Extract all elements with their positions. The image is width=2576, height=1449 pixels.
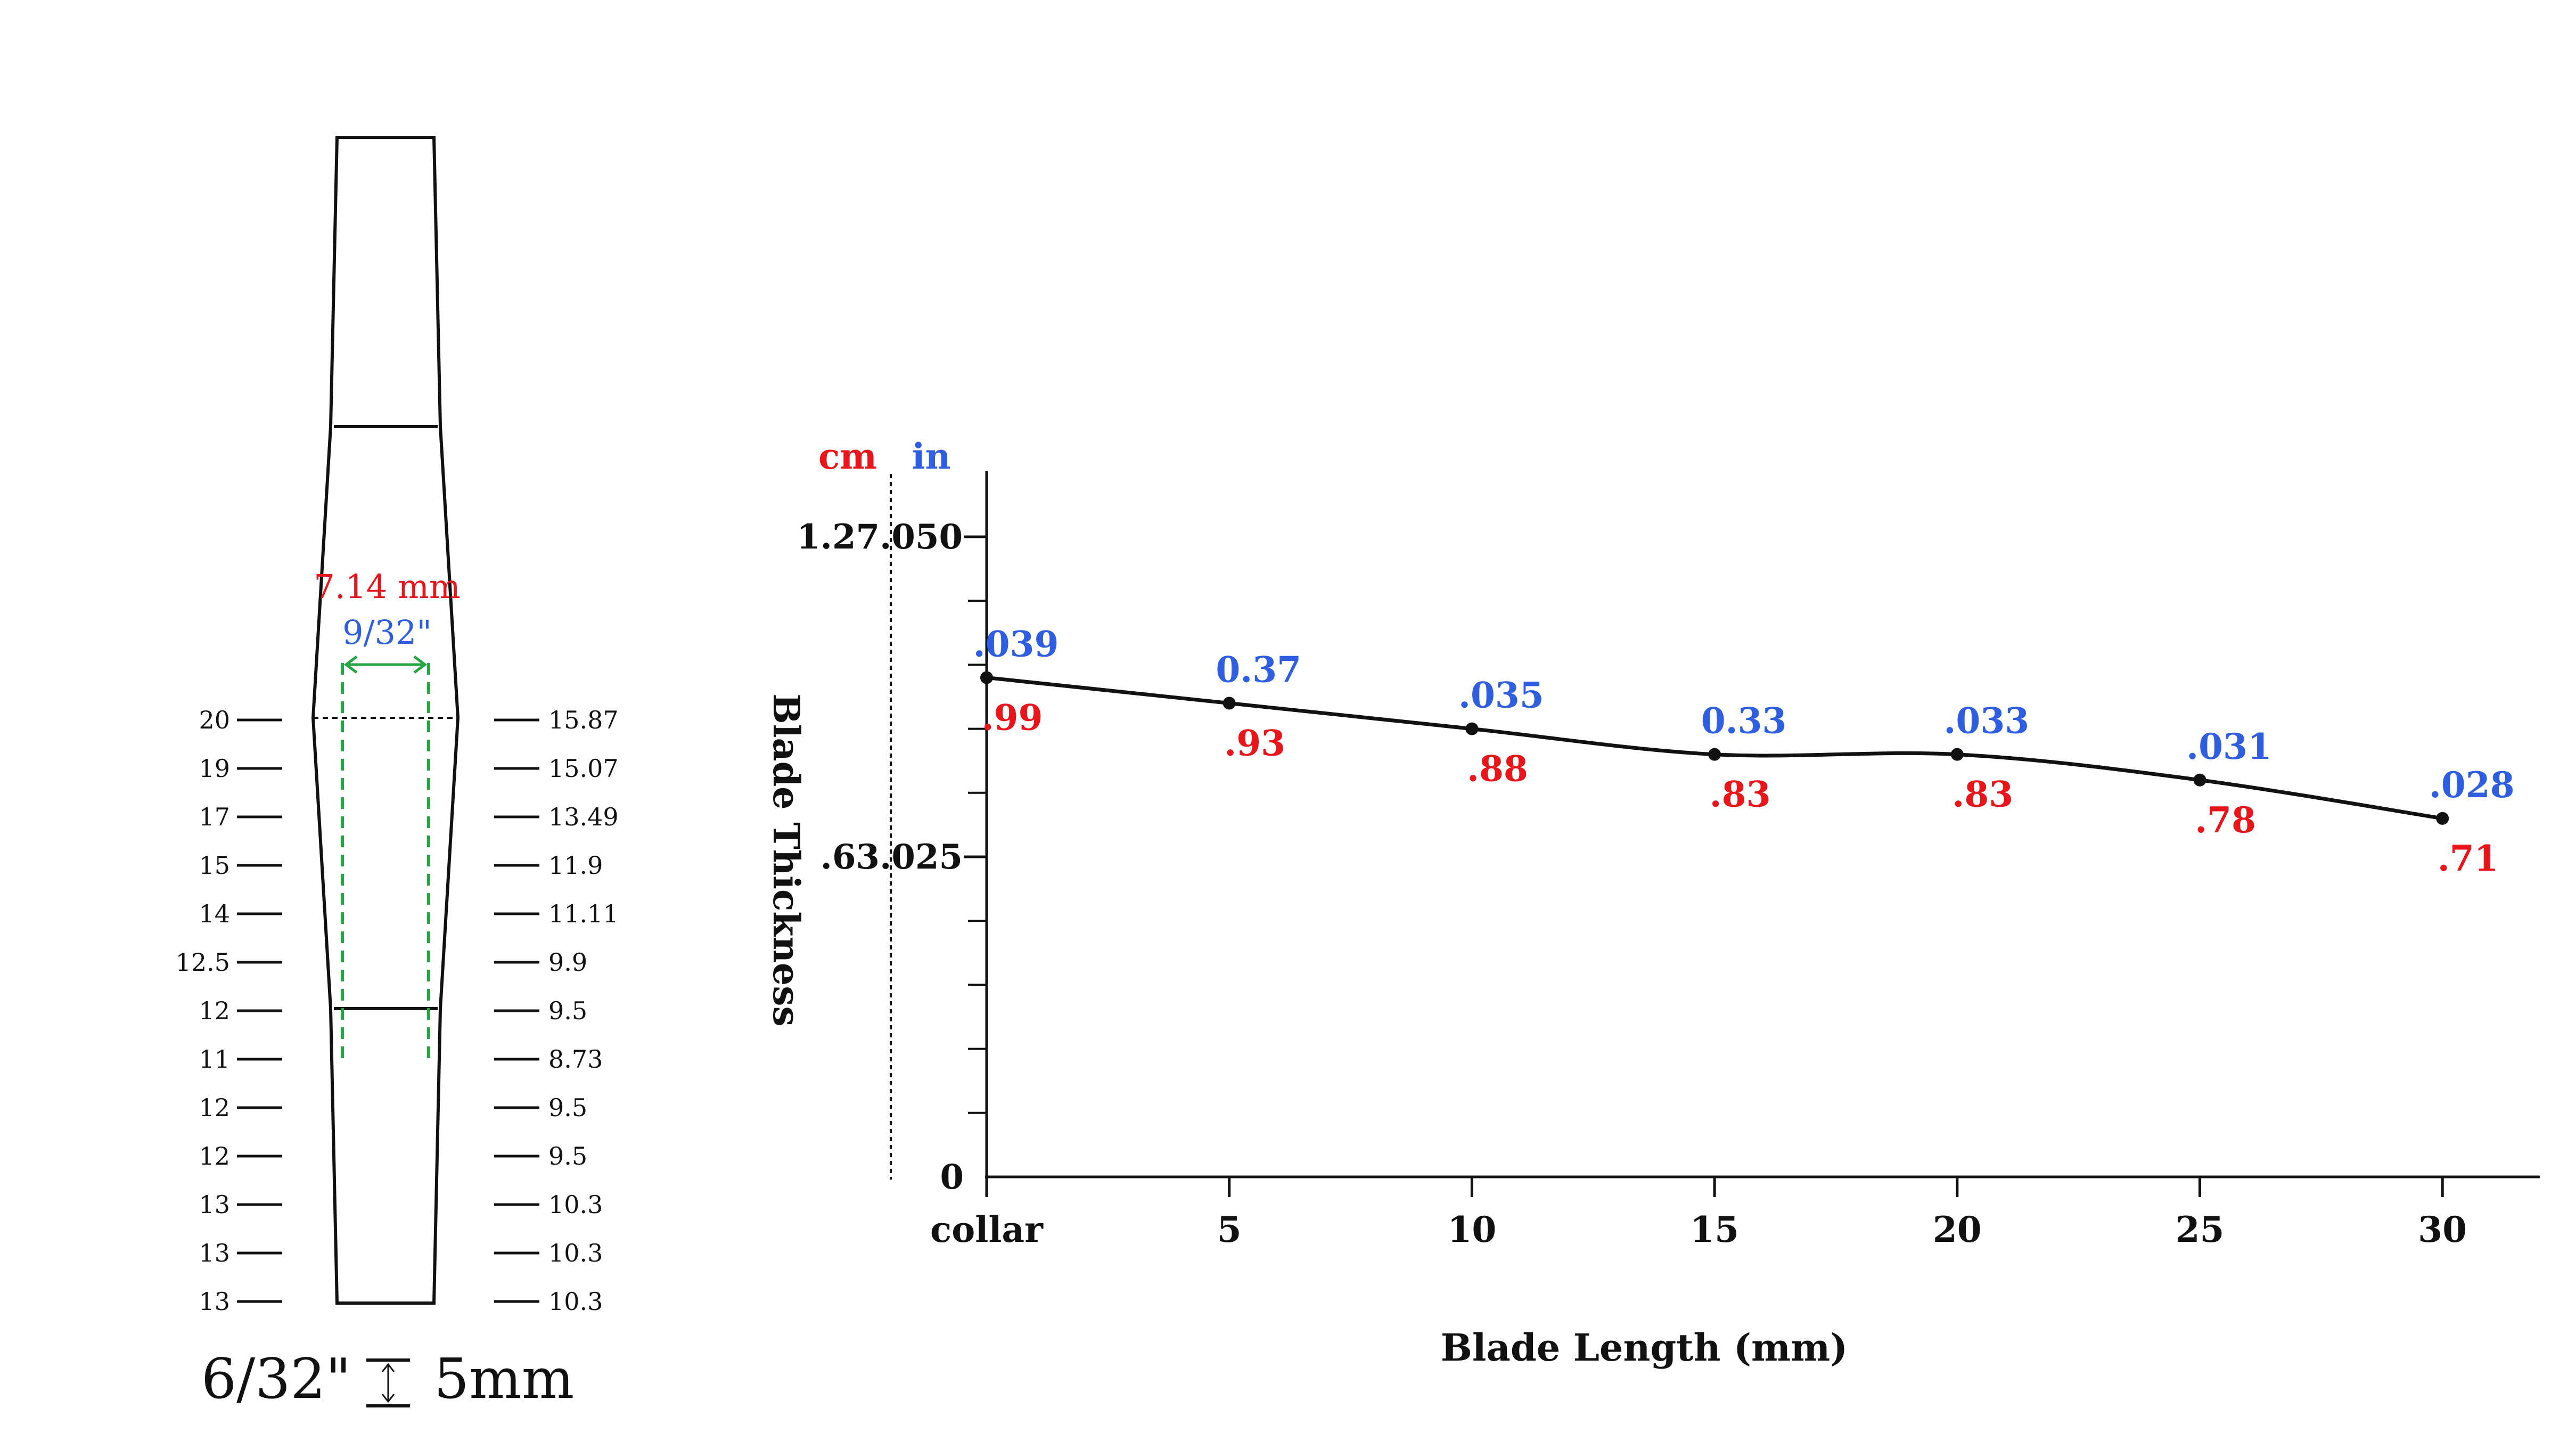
right-measure-label: 9.5 bbox=[548, 996, 587, 1025]
left-measure-label: 12 bbox=[199, 1142, 230, 1170]
y-tick-label-in: .025 bbox=[880, 837, 963, 877]
left-measure-label: 17 bbox=[199, 803, 230, 831]
data-labels-in: .039 0.37 .035 0.33 .033 .031 .028 bbox=[973, 623, 2515, 805]
x-tick-label: 5 bbox=[1217, 1209, 1242, 1250]
left-measure-label: 13 bbox=[199, 1239, 230, 1267]
x-tick-label: 25 bbox=[2176, 1209, 2225, 1250]
data-label-cm: .71 bbox=[2438, 838, 2499, 879]
data-label-cm: .78 bbox=[2195, 799, 2256, 841]
data-label-cm: .83 bbox=[1952, 774, 2013, 815]
data-label-in: .028 bbox=[2429, 764, 2515, 806]
blade-profile-diagram: 7.14 mm 9/32" 20 19 17 15 14 12.5 12 11 12 12 13 13… bbox=[176, 136, 619, 1411]
y-tick-labels-cm: 1.27 .63 bbox=[797, 517, 880, 877]
data-point bbox=[1708, 748, 1721, 761]
left-measurements: 20 19 17 15 14 12.5 12 11 12 12 13 13 13 bbox=[176, 706, 282, 1316]
data-point bbox=[1223, 697, 1236, 710]
data-label-cm: .88 bbox=[1467, 748, 1528, 790]
y-tick-label-in: 0 bbox=[940, 1157, 964, 1197]
left-measure-label: 12.5 bbox=[176, 948, 230, 977]
right-measure-label: 15.07 bbox=[548, 754, 619, 783]
blade-outline bbox=[311, 136, 460, 1305]
right-measure-label: 15.87 bbox=[548, 706, 619, 734]
width-in-label: 9/32" bbox=[342, 613, 432, 652]
data-label-in: .031 bbox=[2186, 726, 2272, 767]
left-measure-label: 12 bbox=[199, 996, 230, 1025]
right-measure-label: 10.3 bbox=[548, 1287, 603, 1316]
unit-cm-label: cm bbox=[818, 436, 877, 477]
right-measure-label: 10.3 bbox=[548, 1190, 603, 1219]
data-labels-cm: .99 .93 .88 .83 .83 .78 .71 bbox=[982, 697, 2499, 879]
x-tick-label: collar bbox=[930, 1209, 1044, 1250]
data-point bbox=[2436, 812, 2449, 825]
data-label-in: 0.33 bbox=[1701, 700, 1787, 742]
data-label-in: .035 bbox=[1458, 675, 1544, 716]
left-measure-label: 12 bbox=[199, 1093, 230, 1122]
y-minor-ticks bbox=[968, 600, 987, 1114]
y-tick-label-cm: 1.27 bbox=[797, 517, 880, 557]
x-tick-label: 10 bbox=[1447, 1209, 1496, 1250]
left-measure-label: 20 bbox=[199, 706, 230, 734]
data-point bbox=[2193, 773, 2206, 787]
left-measure-label: 11 bbox=[199, 1045, 230, 1074]
data-label-in: .039 bbox=[973, 623, 1059, 665]
left-measure-label: 14 bbox=[199, 899, 230, 928]
data-label-cm: .83 bbox=[1710, 774, 1771, 815]
data-point bbox=[980, 671, 993, 684]
right-measure-label: 8.73 bbox=[548, 1045, 603, 1074]
right-measure-label: 9.5 bbox=[548, 1093, 587, 1122]
right-measure-label: 11.9 bbox=[548, 851, 603, 880]
scale-right-label: 5mm bbox=[434, 1346, 574, 1411]
data-label-cm: .99 bbox=[982, 697, 1043, 738]
y-tick-label-cm: .63 bbox=[821, 837, 880, 877]
left-measure-label: 19 bbox=[199, 754, 230, 783]
data-points bbox=[980, 671, 2449, 825]
right-measure-label: 10.3 bbox=[548, 1239, 603, 1267]
right-measure-label: 13.49 bbox=[548, 803, 619, 831]
width-mm-label: 7.14 mm bbox=[314, 567, 460, 606]
left-measure-label: 13 bbox=[199, 1287, 230, 1316]
y-tick-label-in: .050 bbox=[880, 517, 963, 557]
data-label-in: 0.37 bbox=[1216, 649, 1301, 691]
right-measurements: 15.87 15.07 13.49 11.9 11.11 9.9 9.5 8.73 9.5 9.5… bbox=[494, 706, 619, 1316]
right-measure-label: 9.9 bbox=[548, 948, 587, 977]
scale-left-label: 6/32" bbox=[201, 1346, 351, 1411]
right-measure-label: 9.5 bbox=[548, 1142, 587, 1170]
data-label-cm: .93 bbox=[1224, 723, 1285, 764]
x-ticks: collar 5 10 15 20 25 30 bbox=[930, 1177, 2467, 1250]
scale-bar-icon bbox=[366, 1358, 410, 1407]
x-tick-label: 15 bbox=[1690, 1209, 1739, 1250]
left-measure-label: 15 bbox=[199, 851, 230, 880]
width-arrow-head-left bbox=[343, 656, 358, 674]
data-point bbox=[1950, 748, 1964, 761]
data-point bbox=[1465, 722, 1479, 735]
x-axis-title: Blade Length (mm) bbox=[1441, 1325, 1848, 1370]
left-measure-label: 13 bbox=[199, 1190, 230, 1219]
blade-thickness-chart: cm in .050 .025 0 1.27 .63 collar 5 10 15 20 25 3… bbox=[765, 436, 2540, 1370]
data-label-in: .033 bbox=[1943, 700, 2029, 742]
right-measure-label: 11.11 bbox=[548, 899, 619, 928]
width-arrow-head-right bbox=[413, 656, 428, 674]
y-axis-title: Blade Thickness bbox=[765, 693, 807, 1027]
x-tick-label: 20 bbox=[1933, 1209, 1982, 1250]
unit-in-label: in bbox=[912, 436, 950, 477]
x-tick-label: 30 bbox=[2418, 1209, 2467, 1250]
y-tick-labels-in: .050 .025 0 bbox=[880, 517, 987, 1197]
